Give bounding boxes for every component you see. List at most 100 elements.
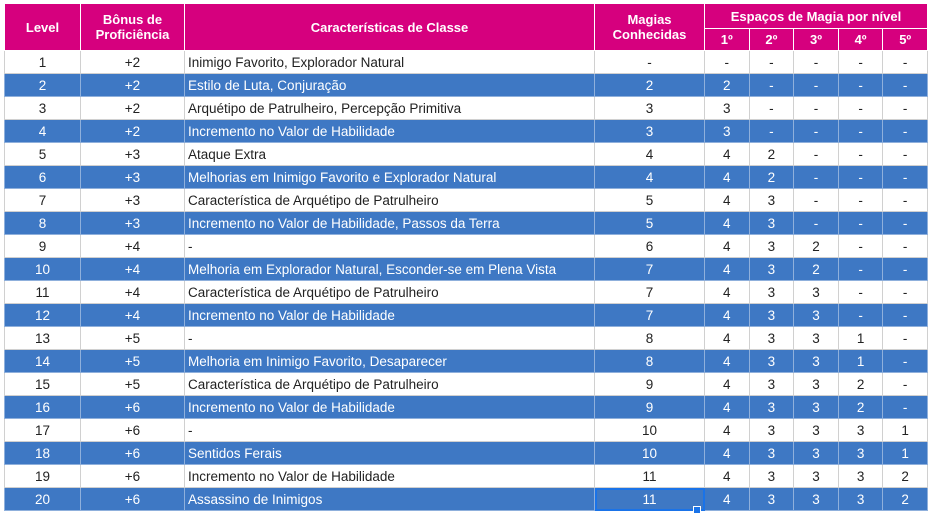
slot-2-cell[interactable]: - [748, 73, 795, 97]
slot-3-cell[interactable]: - [793, 119, 839, 143]
slot-5-cell[interactable]: - [882, 326, 928, 350]
header-slot-3[interactable]: 3º [793, 28, 839, 51]
features-cell[interactable]: Ataque Extra [184, 142, 595, 166]
slot-2-cell[interactable]: 2 [748, 142, 795, 166]
spells-known-cell[interactable]: 9 [594, 372, 705, 396]
spells-known-cell[interactable]: 4 [594, 165, 705, 189]
slot-2-cell[interactable]: 3 [748, 234, 795, 258]
level-cell[interactable]: 17 [4, 418, 81, 442]
level-cell[interactable]: 2 [4, 73, 81, 97]
slot-3-cell[interactable]: 3 [793, 464, 839, 488]
header-spell-slots[interactable]: Espaços de Magia por nível [704, 3, 928, 29]
proficiency-cell[interactable]: +3 [80, 188, 185, 212]
level-cell[interactable]: 8 [4, 211, 81, 235]
slot-1-cell[interactable]: 3 [704, 119, 750, 143]
slot-3-cell[interactable]: 3 [793, 441, 839, 465]
level-cell[interactable]: 5 [4, 142, 81, 166]
slot-2-cell[interactable]: - [748, 50, 795, 74]
level-cell[interactable]: 3 [4, 96, 81, 120]
slot-3-cell[interactable]: 3 [793, 487, 839, 511]
level-cell[interactable]: 9 [4, 234, 81, 258]
slot-1-cell[interactable]: 4 [704, 280, 750, 304]
slot-2-cell[interactable]: 3 [748, 303, 795, 327]
proficiency-cell[interactable]: +4 [80, 234, 185, 258]
level-cell[interactable]: 4 [4, 119, 81, 143]
slot-4-cell[interactable]: 3 [837, 441, 884, 465]
header-features[interactable]: Características de Classe [184, 3, 595, 51]
features-cell[interactable]: Melhoria em Explorador Natural, Esconder… [184, 257, 595, 281]
slot-2-cell[interactable]: 3 [748, 349, 795, 373]
level-cell[interactable]: 16 [4, 395, 81, 419]
slot-1-cell[interactable]: 4 [704, 165, 750, 189]
spells-known-cell[interactable]: 8 [594, 326, 705, 350]
slot-3-cell[interactable]: - [793, 96, 839, 120]
slot-5-cell[interactable]: - [882, 119, 928, 143]
slot-4-cell[interactable]: 2 [837, 395, 884, 419]
slot-1-cell[interactable]: 2 [704, 73, 750, 97]
spells-known-cell[interactable]: 6 [594, 234, 705, 258]
slot-4-cell[interactable]: 3 [837, 464, 884, 488]
level-cell[interactable]: 1 [4, 50, 81, 74]
features-cell[interactable]: Melhoria em Inimigo Favorito, Desaparece… [184, 349, 595, 373]
proficiency-cell[interactable]: +4 [80, 257, 185, 281]
slot-2-cell[interactable]: 3 [748, 257, 795, 281]
features-cell[interactable]: Característica de Arquétipo de Patrulhei… [184, 188, 595, 212]
level-cell[interactable]: 7 [4, 188, 81, 212]
slot-4-cell[interactable]: - [837, 50, 884, 74]
slot-1-cell[interactable]: 4 [704, 326, 750, 350]
slot-1-cell[interactable]: 4 [704, 257, 750, 281]
proficiency-cell[interactable]: +3 [80, 211, 185, 235]
slot-5-cell[interactable]: - [882, 73, 928, 97]
slot-2-cell[interactable]: 3 [748, 441, 795, 465]
features-cell[interactable]: Incremento no Valor de Habilidade [184, 464, 595, 488]
slot-3-cell[interactable]: 3 [793, 349, 839, 373]
features-cell[interactable]: Incremento no Valor de Habilidade [184, 303, 595, 327]
slot-4-cell[interactable]: - [837, 142, 884, 166]
header-slot-2[interactable]: 2º [748, 28, 795, 51]
level-cell[interactable]: 14 [4, 349, 81, 373]
slot-4-cell[interactable]: - [837, 96, 884, 120]
slot-5-cell[interactable]: - [882, 372, 928, 396]
slot-5-cell[interactable]: - [882, 349, 928, 373]
features-cell[interactable]: Melhorias em Inimigo Favorito e Explorad… [184, 165, 595, 189]
slot-1-cell[interactable]: 4 [704, 303, 750, 327]
slot-5-cell[interactable]: - [882, 96, 928, 120]
slot-3-cell[interactable]: 3 [793, 395, 839, 419]
spells-known-cell[interactable]: 5 [594, 188, 705, 212]
slot-1-cell[interactable]: 4 [704, 349, 750, 373]
features-cell[interactable]: Incremento no Valor de Habilidade, Passo… [184, 211, 595, 235]
slot-2-cell[interactable]: 3 [748, 487, 795, 511]
features-cell[interactable]: Característica de Arquétipo de Patrulhei… [184, 280, 595, 304]
header-slot-5[interactable]: 5º [882, 28, 928, 51]
slot-1-cell[interactable]: 4 [704, 211, 750, 235]
spells-known-cell[interactable]: 11 [594, 464, 705, 488]
header-spells-known[interactable]: Magias Conhecidas [594, 3, 705, 51]
proficiency-cell[interactable]: +2 [80, 96, 185, 120]
slot-5-cell[interactable]: - [882, 280, 928, 304]
slot-3-cell[interactable]: 3 [793, 280, 839, 304]
features-cell[interactable]: Estilo de Luta, Conjuração [184, 73, 595, 97]
slot-4-cell[interactable]: - [837, 119, 884, 143]
spells-known-cell[interactable]: 5 [594, 211, 705, 235]
proficiency-cell[interactable]: +4 [80, 280, 185, 304]
level-cell[interactable]: 15 [4, 372, 81, 396]
slot-3-cell[interactable]: - [793, 211, 839, 235]
header-proficiency[interactable]: Bônus de Proficiência [80, 3, 185, 51]
slot-4-cell[interactable]: 3 [837, 418, 884, 442]
slot-5-cell[interactable]: - [882, 142, 928, 166]
spells-known-cell[interactable]: 3 [594, 119, 705, 143]
level-cell[interactable]: 10 [4, 257, 81, 281]
spells-known-cell[interactable]: 10 [594, 441, 705, 465]
slot-5-cell[interactable]: - [882, 395, 928, 419]
slot-3-cell[interactable]: - [793, 142, 839, 166]
spells-known-cell[interactable]: 7 [594, 280, 705, 304]
slot-1-cell[interactable]: 4 [704, 234, 750, 258]
slot-4-cell[interactable]: - [837, 188, 884, 212]
spells-known-cell[interactable]: 3 [594, 96, 705, 120]
spells-known-cell[interactable]: 4 [594, 142, 705, 166]
slot-3-cell[interactable]: 2 [793, 257, 839, 281]
level-cell[interactable]: 18 [4, 441, 81, 465]
slot-4-cell[interactable]: - [837, 280, 884, 304]
slot-2-cell[interactable]: 3 [748, 418, 795, 442]
slot-2-cell[interactable]: 3 [748, 326, 795, 350]
